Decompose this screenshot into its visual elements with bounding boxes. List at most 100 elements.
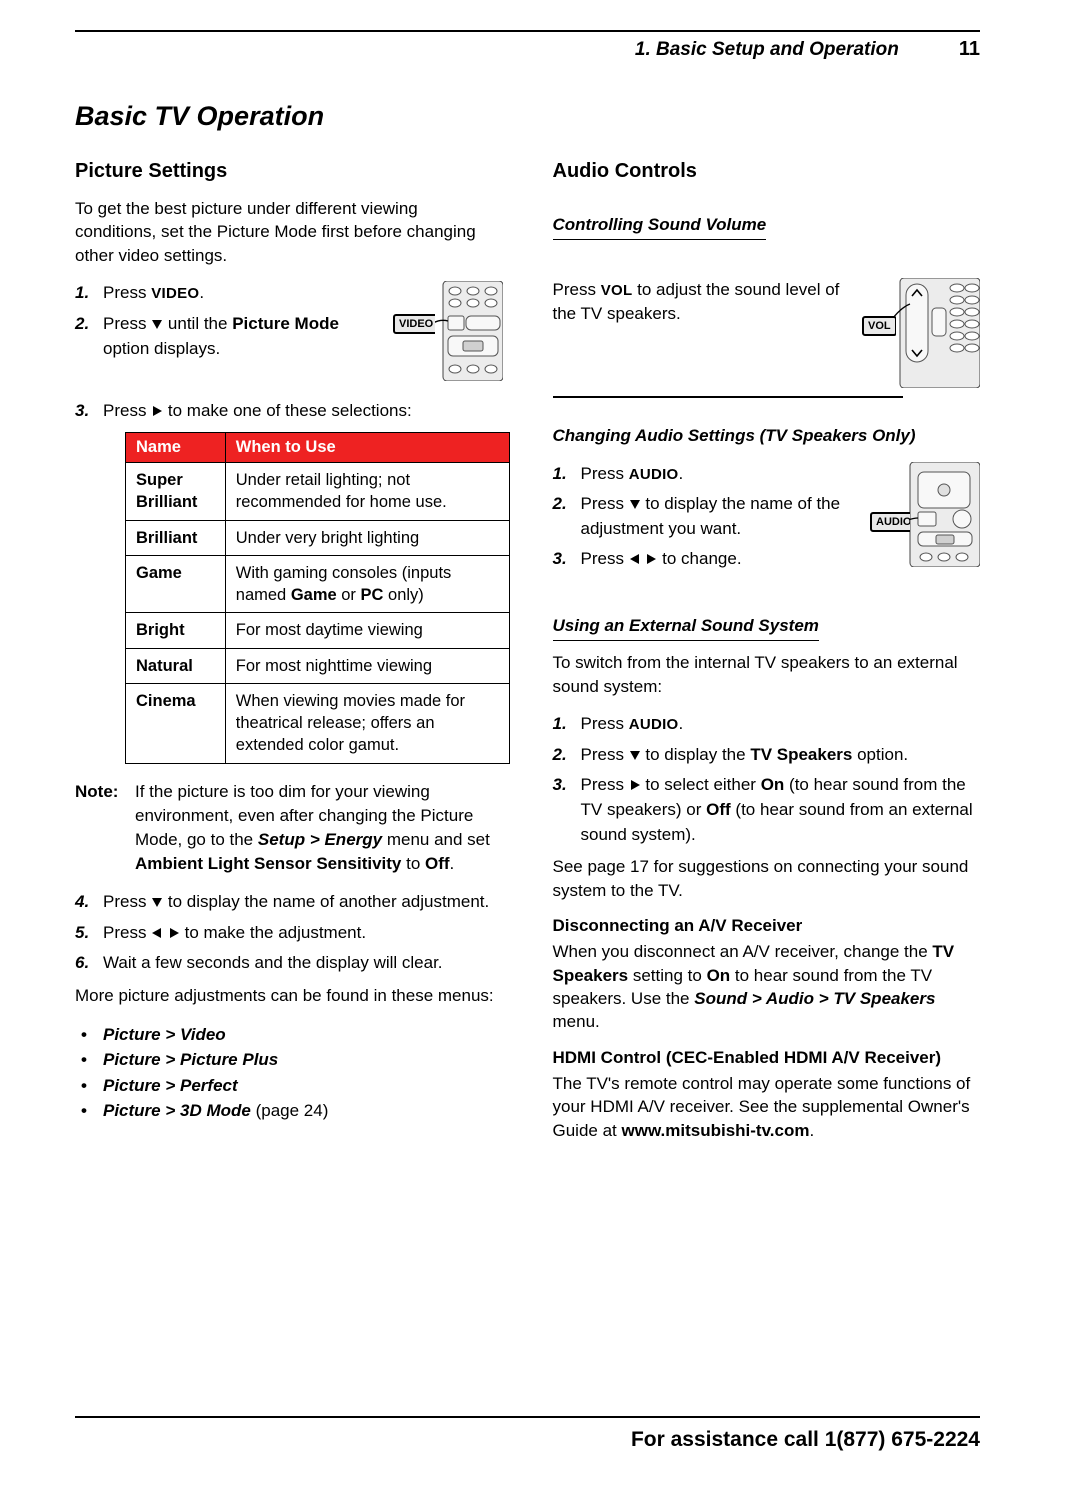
cell: For most nighttime viewing [225, 648, 509, 683]
url-text: www.mitsubishi-tv.com [622, 1121, 810, 1140]
step-2: 2.Press to display the name of the adjus… [553, 492, 855, 541]
right-triangle-icon [151, 405, 163, 417]
more-adjustments-text: More picture adjustments can be found in… [75, 984, 503, 1007]
hdmi-text: The TV's remote control may operate some… [553, 1072, 981, 1142]
controlling-volume-heading: Controlling Sound Volume [553, 215, 767, 240]
cell: Super Brilliant [126, 463, 226, 521]
text: On [707, 966, 731, 985]
list-item: Picture > Perfect [75, 1073, 503, 1099]
picture-note: Note: If the picture is too dim for your… [75, 780, 503, 877]
text: When you disconnect an A/V receiver, cha… [553, 942, 933, 961]
step-2: 2.Press to display the TV Speakers optio… [553, 743, 981, 768]
text: Picture Mode [232, 314, 339, 333]
text: menu. [553, 1012, 600, 1031]
external-sound-heading: Using an External Sound System [553, 616, 819, 641]
text: Press [581, 549, 629, 568]
text: Press [103, 892, 151, 911]
external-intro: To switch from the internal TV speakers … [553, 651, 981, 698]
text: Press [581, 464, 629, 483]
down-triangle-icon [151, 896, 163, 908]
picture-step-3: 3.Press to make one of these selections: [75, 399, 503, 424]
text: Press [103, 401, 151, 420]
volume-row: Press VOL to adjust the sound level of t… [553, 278, 981, 388]
audio-steps-row: 1.Press AUDIO. 2.Press to display the na… [553, 462, 981, 581]
column-when: When to Use [225, 433, 509, 463]
disconnect-text: When you disconnect an A/V receiver, cha… [553, 940, 981, 1034]
step-1: 1.Press VIDEO. [75, 281, 373, 306]
cell: Game [126, 555, 226, 613]
text: Press [553, 280, 601, 299]
right-triangle-icon [168, 927, 180, 939]
left-column: Picture Settings To get the best picture… [75, 160, 503, 1156]
step-6: 6.Wait a few seconds and the display wil… [75, 951, 503, 976]
text: Press [581, 494, 629, 513]
step-3: 3.Press to select either On (to hear sou… [553, 773, 981, 847]
step-2: 2.Press until the Picture Mode option di… [75, 312, 373, 361]
right-triangle-icon [629, 779, 641, 791]
text: Press [103, 314, 151, 333]
text: (page 24) [251, 1101, 329, 1120]
text: setting to [628, 966, 706, 985]
header-rule [75, 30, 980, 32]
footer: For assistance call 1(877) 675-2224 [75, 1416, 980, 1452]
two-column-layout: Picture Settings To get the best picture… [75, 160, 980, 1156]
step-1: 1.Press AUDIO. [553, 712, 981, 737]
remote-video-illustration: VIDEO [393, 281, 503, 381]
remote-vol-illustration: VOL [860, 278, 980, 388]
text: Press [581, 775, 629, 794]
table-row: BrilliantUnder very bright lighting [126, 520, 510, 555]
external-steps: 1.Press AUDIO. 2.Press to display the TV… [553, 712, 981, 847]
remote-audio-label: AUDIO [870, 512, 910, 532]
cell: For most daytime viewing [225, 613, 509, 648]
text: to make the adjustment. [180, 923, 366, 942]
text: Press [103, 283, 151, 302]
picture-settings-heading: Picture Settings [75, 160, 503, 183]
down-triangle-icon [629, 749, 641, 761]
step-3: 3.Press to make one of these selections: [75, 399, 503, 424]
audio-controls-heading: Audio Controls [553, 160, 981, 183]
list-item: Picture > Video [75, 1022, 503, 1048]
note-label: Note: [75, 780, 135, 877]
text: option. [852, 745, 908, 764]
remote-vol-label: VOL [862, 316, 896, 336]
step-5: 5.Press to make the adjustment. [75, 921, 503, 946]
picture-steps-1-2: 1.Press VIDEO. 2.Press until the Picture… [75, 281, 373, 361]
menu-path-list: Picture > Video Picture > Picture Plus P… [75, 1022, 503, 1124]
picture-mode-table: Name When to Use Super BrilliantUnder re… [125, 432, 510, 764]
remote-audio-illustration: AUDIO [870, 462, 980, 567]
table-row: BrightFor most daytime viewing [126, 613, 510, 648]
text: until the [163, 314, 232, 333]
page-header: 1. Basic Setup and Operation 11 [75, 38, 980, 61]
divider [553, 396, 904, 398]
hdmi-heading: HDMI Control (CEC-Enabled HDMI A/V Recei… [553, 1048, 981, 1068]
cell: When viewing movies made for theatrical … [225, 683, 509, 763]
footer-text: For assistance call 1(877) 675-2224 [631, 1428, 980, 1451]
chapter-title: 1. Basic Setup and Operation [635, 39, 899, 61]
cell: Under very bright lighting [225, 520, 509, 555]
picture-steps-4-6: 4.Press to display the name of another a… [75, 890, 503, 976]
text: Press [581, 745, 629, 764]
left-triangle-icon [151, 927, 163, 939]
audio-steps: 1.Press AUDIO. 2.Press to display the na… [553, 462, 855, 573]
step-4: 4.Press to display the name of another a… [75, 890, 503, 915]
audio-button-label: AUDIO [629, 466, 679, 483]
text: Press [103, 923, 151, 942]
down-triangle-icon [629, 498, 641, 510]
text: Wait a few seconds and the display will … [103, 951, 443, 976]
text: option displays. [103, 339, 220, 358]
right-triangle-icon [645, 553, 657, 565]
text: . [809, 1121, 814, 1140]
text: to make one of these selections: [163, 401, 412, 420]
text: Press [581, 714, 629, 733]
left-triangle-icon [629, 553, 641, 565]
changing-audio-heading: Changing Audio Settings (TV Speakers Onl… [553, 426, 916, 446]
volume-text: Press VOL to adjust the sound level of t… [553, 278, 845, 325]
see-page-17: See page 17 for suggestions on connectin… [553, 855, 981, 902]
cell: Under retail lighting; not recommended f… [225, 463, 509, 521]
disconnect-heading: Disconnecting an A/V Receiver [553, 916, 981, 936]
note-text: If the picture is too dim for your viewi… [135, 780, 503, 877]
text: to change. [657, 549, 741, 568]
cell: Brilliant [126, 520, 226, 555]
text: On [761, 775, 785, 794]
list-item: Picture > Picture Plus [75, 1047, 503, 1073]
